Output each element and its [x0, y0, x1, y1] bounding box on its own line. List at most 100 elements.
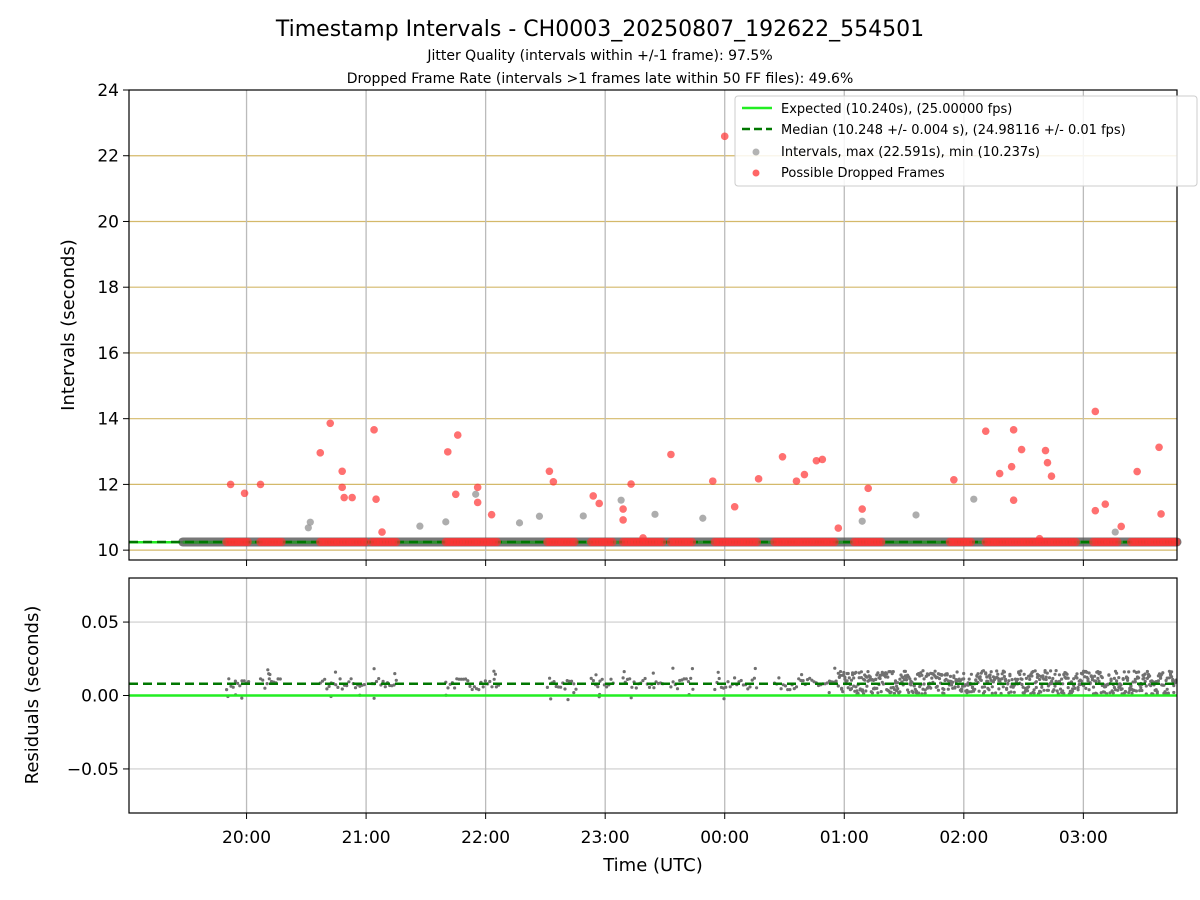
residual-point — [621, 676, 625, 680]
residual-point — [231, 685, 235, 689]
residual-point — [1022, 672, 1026, 676]
residual-point — [951, 680, 955, 684]
residual-point — [983, 690, 987, 694]
residual-point — [1156, 679, 1160, 683]
residual-point — [263, 686, 267, 690]
residual-point — [864, 689, 868, 693]
residual-point — [1171, 677, 1175, 682]
dropped-frame-point — [256, 480, 265, 489]
chart-title: Timestamp Intervals - CH0003_20250807_19… — [275, 17, 924, 42]
residual-point — [847, 676, 851, 680]
dropped-frame-point — [1117, 522, 1126, 531]
residual-point — [1137, 670, 1141, 674]
residual-point — [394, 678, 398, 682]
residual-point — [1050, 679, 1054, 683]
residual-point — [605, 685, 609, 689]
residual-point — [994, 691, 998, 695]
residual-point — [459, 677, 463, 681]
residual-point — [854, 685, 858, 689]
residual-point — [956, 685, 960, 689]
residual-point — [1034, 685, 1038, 690]
residual-point — [1172, 690, 1176, 695]
residual-point — [810, 678, 814, 682]
residual-point — [1133, 680, 1137, 684]
dropped-frame-point — [473, 498, 482, 507]
residual-point — [1161, 671, 1165, 675]
residual-point — [336, 685, 340, 690]
residual-point — [836, 671, 840, 675]
residual-point — [937, 677, 942, 681]
residual-point — [923, 688, 927, 692]
residual-point — [907, 690, 911, 695]
residual-point — [1057, 679, 1061, 683]
residual-outlier-point — [572, 691, 576, 695]
residual-point — [492, 677, 496, 681]
dropped-frame-point — [627, 480, 635, 488]
intervals-axes-frame — [128, 89, 1178, 561]
residual-point — [374, 679, 379, 684]
residual-point — [1130, 691, 1134, 695]
residual-outlier-point — [651, 671, 655, 675]
residual-point — [896, 681, 900, 685]
residual-point — [978, 675, 982, 679]
residual-point — [967, 677, 971, 681]
dropped-frame-point — [1133, 467, 1141, 476]
residual-point — [1058, 687, 1063, 691]
residual-point — [1009, 690, 1013, 694]
residual-point — [457, 677, 461, 681]
residual-point — [788, 688, 792, 692]
residual-point — [381, 679, 385, 683]
residual-point — [841, 690, 845, 694]
residual-point — [860, 689, 865, 693]
residual-point — [1145, 669, 1149, 674]
dropped-frame-point — [1043, 458, 1052, 467]
residual-point — [886, 675, 890, 679]
residual-point — [320, 679, 325, 683]
x-tick-label: 23:00 — [581, 828, 630, 848]
residual-point — [946, 687, 950, 691]
residual-point — [969, 672, 974, 676]
residual-point — [976, 672, 980, 676]
residual-point — [591, 679, 596, 683]
residual-point — [1165, 687, 1169, 691]
residual-point — [1053, 684, 1057, 688]
interval-point — [442, 518, 450, 526]
residual-point — [671, 680, 675, 684]
residual-outlier-point — [671, 666, 675, 670]
residual-point — [893, 679, 898, 683]
residual-outlier-point — [268, 672, 272, 677]
residual-point — [892, 691, 897, 695]
residual-outlier-point — [629, 696, 633, 700]
x-tick-label: 22:00 — [461, 828, 510, 848]
interval-point — [912, 511, 920, 519]
residual-outlier-point — [240, 696, 244, 700]
dropped-frame-point — [487, 510, 496, 519]
residuals-ytick-label: 0.05 — [81, 613, 119, 633]
residual-point — [1117, 676, 1121, 680]
legend-dropped-marker — [752, 169, 760, 177]
residual-point — [1109, 677, 1113, 681]
dropped-frame-point — [1155, 443, 1163, 452]
residual-point — [377, 677, 381, 681]
residual-outlier-point — [827, 691, 831, 695]
dropped-frame-point — [326, 419, 335, 428]
dropped-frame-point — [981, 427, 990, 435]
residual-point — [921, 669, 925, 673]
residual-point — [1024, 676, 1028, 681]
residual-point — [1122, 670, 1126, 674]
residual-point — [929, 686, 933, 690]
residual-point — [983, 685, 987, 689]
dropped-frame-point — [372, 495, 380, 503]
residual-point — [923, 691, 927, 695]
residual-point — [989, 670, 993, 674]
dropped-frame-point — [595, 499, 604, 508]
dropped-frame-point — [1047, 472, 1056, 480]
residual-point — [1137, 676, 1141, 680]
residual-outlier-point — [333, 670, 338, 674]
residual-point — [1120, 687, 1124, 691]
residual-point — [349, 677, 353, 681]
residual-point — [1144, 684, 1148, 688]
residual-point — [845, 679, 849, 683]
residual-point — [468, 684, 472, 689]
residual-point — [669, 685, 673, 689]
